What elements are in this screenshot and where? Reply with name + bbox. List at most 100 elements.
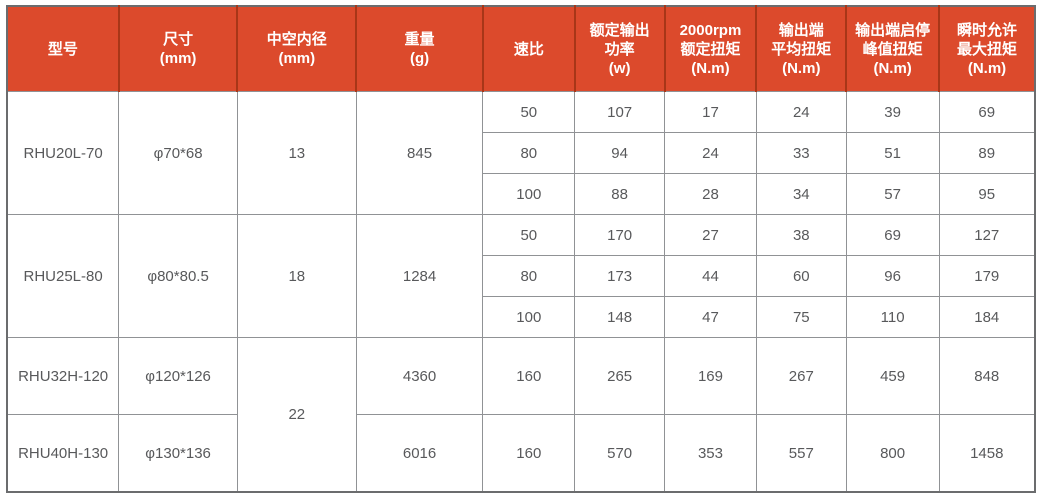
value-cell: 570 (574, 414, 666, 493)
header-cell-instant-max-torque: 瞬时允许 最大扭矩 (N.m) (938, 6, 1035, 92)
value-cell: 34 (755, 173, 847, 215)
value-cell: 28 (664, 173, 757, 215)
value-cell: 459 (845, 337, 940, 415)
value-cell: 33 (755, 132, 847, 174)
table-row: RHU40H-130 φ130*136 6016 160 570 353 557 800 145… (6, 414, 1036, 493)
value-cell: 800 (845, 414, 940, 493)
header-line: 瞬时允许 (957, 21, 1018, 39)
header-line: (N.m) (873, 59, 912, 77)
ratio-cell: 160 (482, 337, 576, 415)
table-header: 型号 尺寸 (mm) 中空内径 (mm) 重量 (g) 速比 额定输出 功率 (w) 2000rpm 额… (7, 6, 1035, 92)
header-cell-rated-output-power: 额定输出 功率 (w) (573, 6, 665, 92)
table-row: RHU20L-70 φ70*68 13 845 50 107 17 24 39 69 (6, 91, 1036, 215)
header-cell-rated-torque-2000rpm: 2000rpm 额定扭矩 (N.m) (663, 6, 757, 92)
header-line: 尺寸 (163, 31, 194, 48)
value-cell: 184 (938, 296, 1036, 338)
header-line: 中空内径 (266, 31, 327, 48)
ratio-cell: 50 (482, 214, 576, 256)
dimensions-cell: φ130*136 (118, 414, 238, 493)
weight-cell: 1284 (355, 214, 484, 338)
dimensions-cell: φ80*80.5 (118, 214, 238, 338)
value-cell: 89 (938, 132, 1036, 174)
header-line: 额定扭矩 (680, 40, 741, 58)
value-cell: 17 (664, 91, 757, 133)
value-cell: 38 (755, 214, 847, 256)
value-cell: 75 (755, 296, 847, 338)
header-line: 功率 (604, 40, 635, 58)
dimensions-cell: φ120*126 (118, 337, 238, 415)
header-line: 最大扭矩 (957, 40, 1018, 58)
value-cell: 69 (938, 91, 1036, 133)
ratio-cell: 100 (482, 296, 576, 338)
value-cell: 265 (574, 337, 666, 415)
header-line: 速比 (513, 40, 544, 58)
header-line: (g) (409, 50, 430, 67)
value-cell: 1458 (938, 414, 1036, 493)
value-cell: 60 (755, 255, 847, 297)
header-cell-weight: 重量 (g) (355, 6, 483, 92)
header-line: 型号 (47, 40, 78, 58)
header-cell-model: 型号 (7, 6, 119, 92)
table-row: RHU25L-80 φ80*80.5 18 1284 50 170 27 38 69 127 (6, 214, 1036, 338)
weight-cell: 4360 (355, 337, 484, 415)
header-cell-hollow-bore: 中空内径 (mm) (236, 6, 357, 92)
value-cell: 57 (845, 173, 940, 215)
header-line: (w) (608, 59, 631, 77)
value-cell: 148 (574, 296, 666, 338)
value-cell: 169 (664, 337, 757, 415)
header-cell-start-stop-peak-torque: 输出端启停 峰值扭矩 (N.m) (845, 6, 940, 92)
model-cell: RHU25L-80 (6, 214, 120, 338)
model-cell: RHU32H-120 (6, 337, 120, 415)
weight-cell: 6016 (355, 414, 484, 493)
header-line: (mm) (278, 50, 316, 67)
value-cell: 47 (664, 296, 757, 338)
header-line: 额定输出 (589, 21, 650, 39)
value-cell: 24 (664, 132, 757, 174)
header-line: 2000rpm (679, 21, 742, 39)
value-cell: 267 (755, 337, 847, 415)
dimensions-cell: φ70*68 (118, 91, 238, 215)
value-cell: 170 (574, 214, 666, 256)
header-line: (N.m) (967, 59, 1007, 77)
header-line: (N.m) (782, 59, 821, 77)
header-line: 峰值扭矩 (862, 40, 923, 58)
table-row: 80 94 24 33 51 89 (7, 132, 1036, 174)
model-cell: RHU40H-130 (6, 414, 120, 493)
value-cell: 27 (664, 214, 757, 256)
value-cell: 44 (664, 255, 757, 297)
hollow-bore-cell: 22 (236, 337, 357, 493)
hollow-bore-cell: 13 (236, 91, 357, 215)
ratio-cell: 50 (482, 91, 576, 133)
header-cell-ratio: 速比 (481, 6, 575, 92)
value-cell: 94 (574, 132, 666, 174)
model-cell: RHU20L-70 (6, 91, 120, 215)
ratio-cell: 80 (482, 255, 576, 297)
value-cell: 51 (845, 132, 940, 174)
value-cell: 107 (574, 91, 666, 133)
weight-cell: 845 (355, 91, 484, 215)
ratio-cell: 80 (482, 132, 576, 174)
ratio-cell: 160 (482, 414, 576, 493)
header-cell-output-avg-torque: 输出端 平均扭矩 (N.m) (755, 6, 847, 92)
table-row: 100 88 28 34 57 95 (7, 173, 1036, 215)
table-row: RHU32H-120 φ120*126 22 4360 160 265 169 267 459 8… (6, 337, 1036, 493)
ratio-cell: 100 (482, 173, 576, 215)
header-cell-dimensions: 尺寸 (mm) (117, 6, 238, 92)
table-body: RHU20L-70 φ70*68 13 845 50 107 17 24 39 69 80 94 24 3… (6, 91, 1036, 493)
value-cell: 88 (574, 173, 666, 215)
header-row: 型号 尺寸 (mm) 中空内径 (mm) 重量 (g) 速比 额定输出 功率 (w) 2000rpm 额… (7, 6, 1035, 92)
value-cell: 110 (845, 296, 940, 338)
header-line: 重量 (404, 31, 435, 48)
value-cell: 24 (755, 91, 847, 133)
value-cell: 353 (664, 414, 757, 493)
value-cell: 173 (574, 255, 666, 297)
header-line: 输出端 (778, 21, 824, 39)
header-line: (N.m) (691, 59, 730, 77)
value-cell: 557 (755, 414, 847, 493)
header-line: 输出端启停 (855, 21, 931, 39)
table-row: 100 148 47 75 110 184 (7, 296, 1036, 338)
value-cell: 127 (938, 214, 1036, 256)
value-cell: 39 (845, 91, 940, 133)
gear-spec-table: 型号 尺寸 (mm) 中空内径 (mm) 重量 (g) 速比 额定输出 功率 (w) 2000rpm 额… (6, 5, 1036, 493)
